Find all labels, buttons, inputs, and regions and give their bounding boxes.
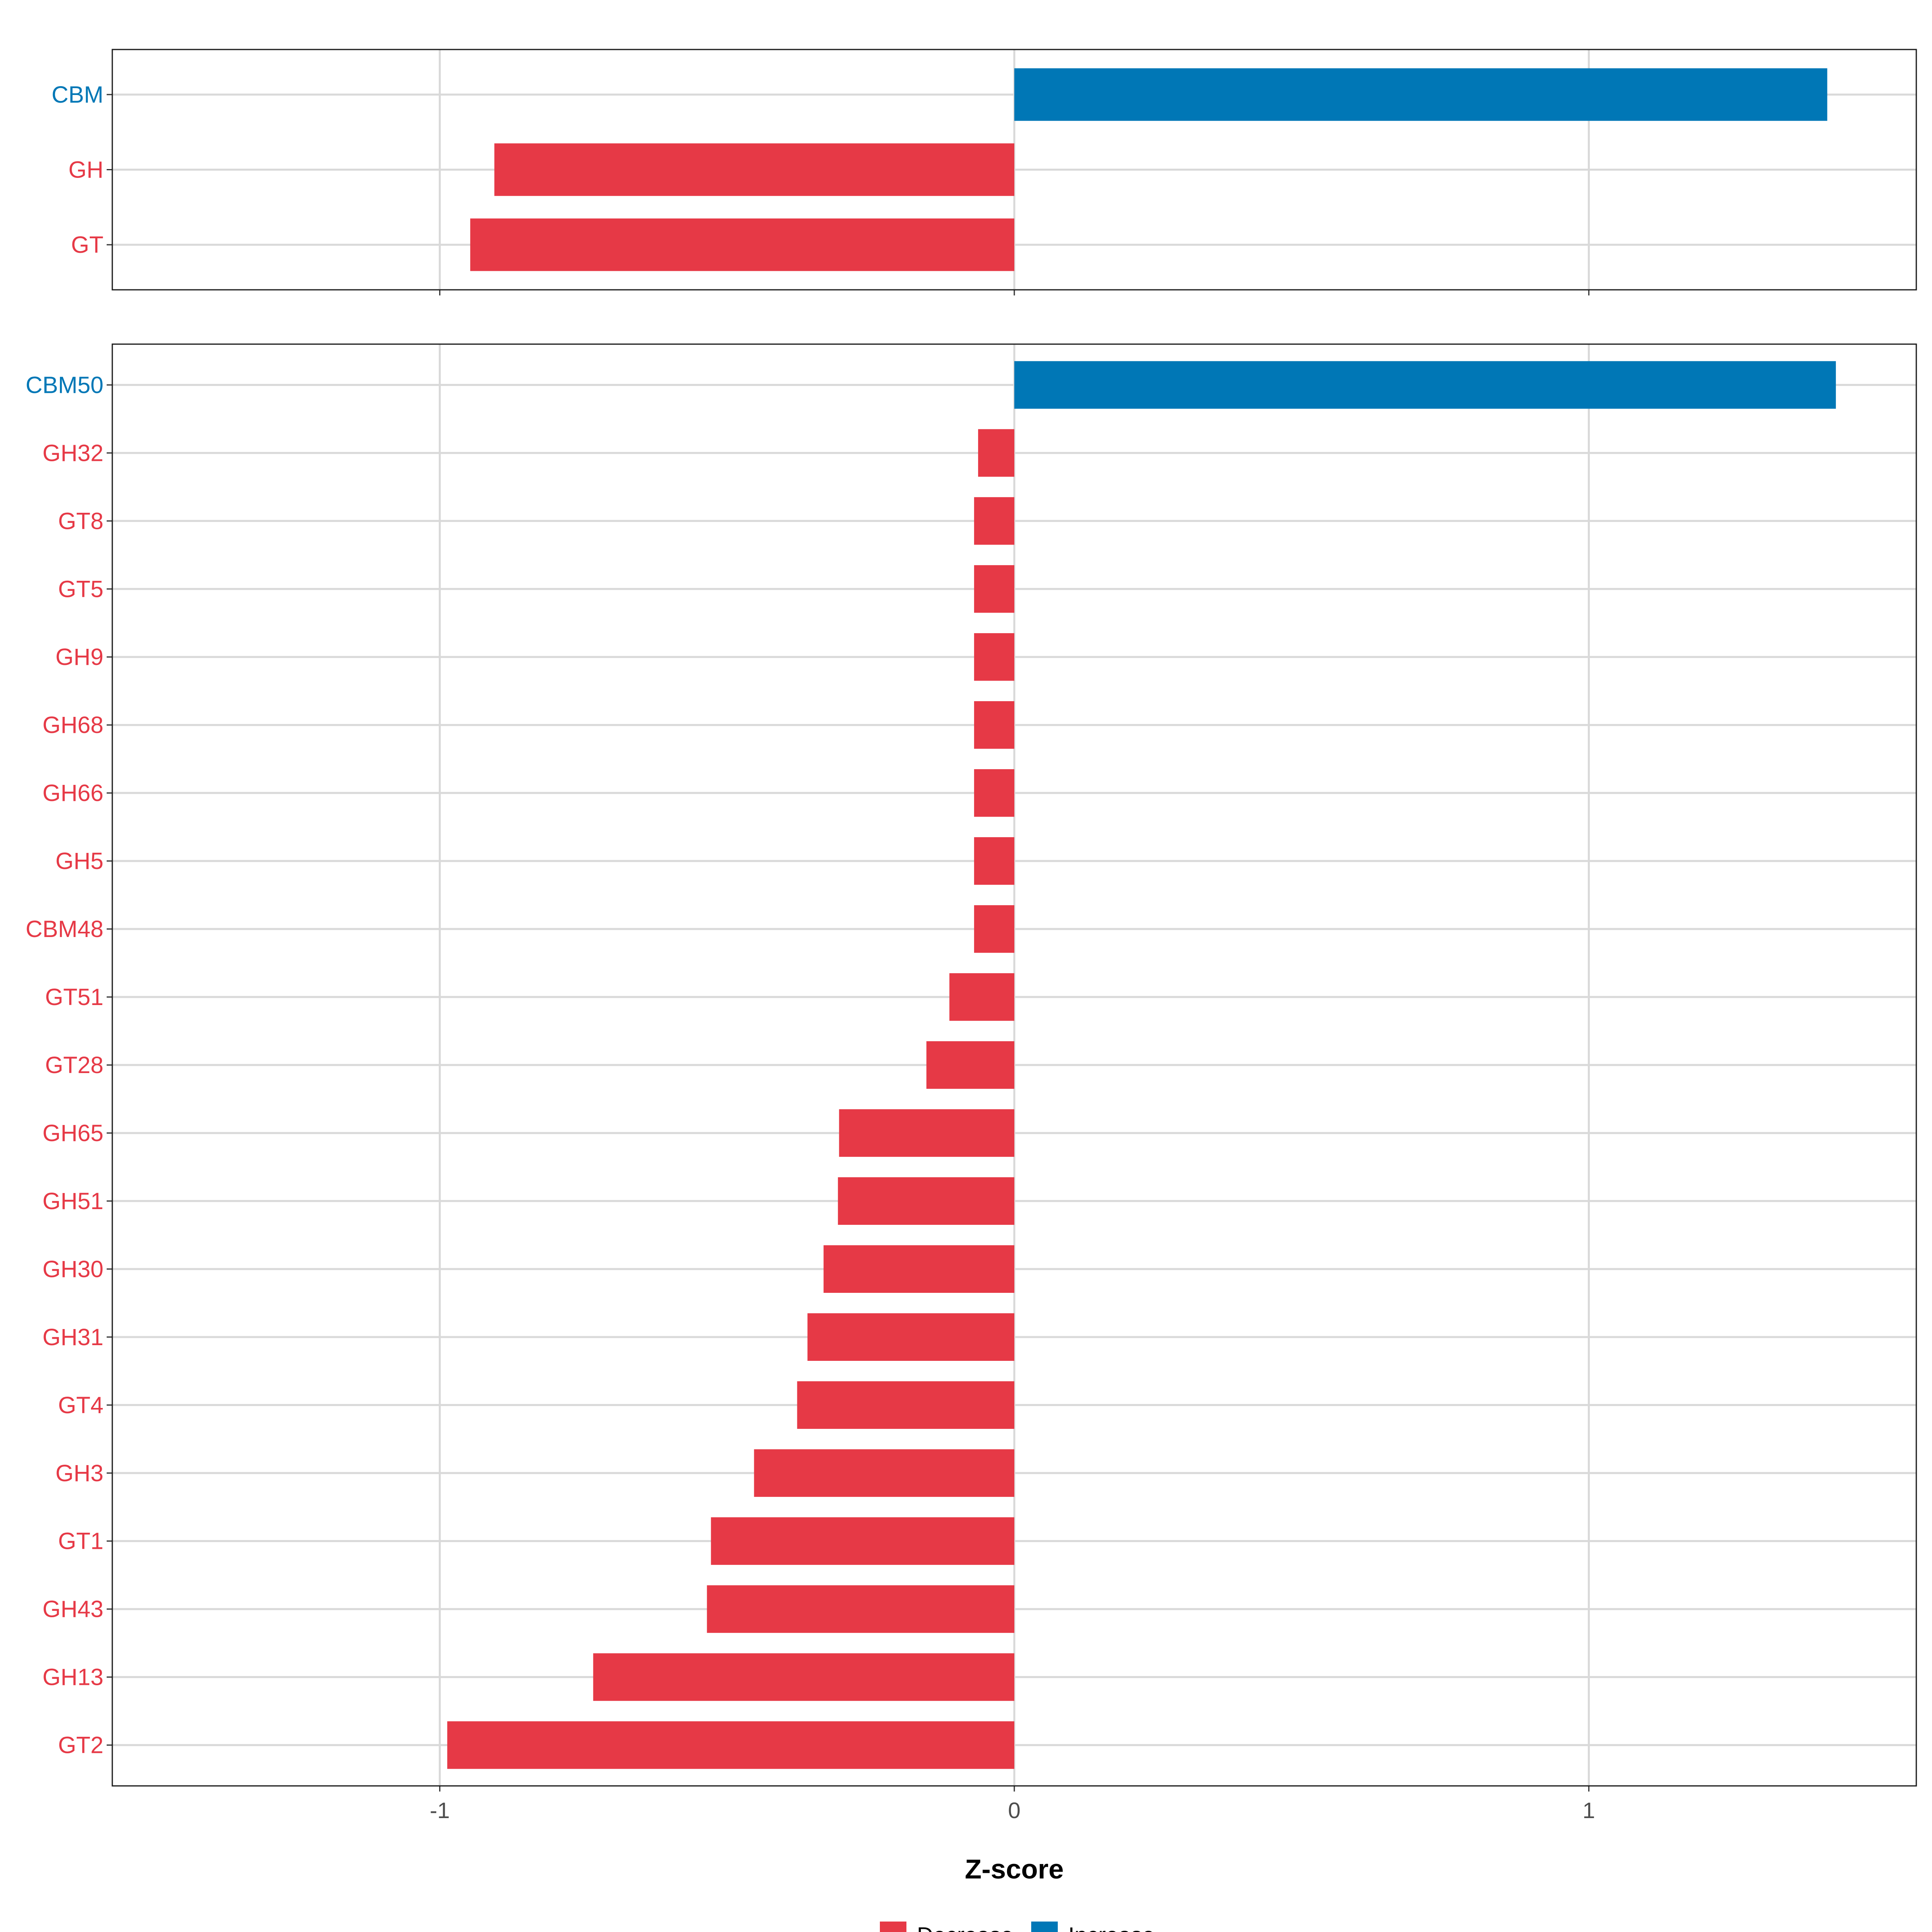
category-label-GH9: GH9 <box>56 644 103 670</box>
bar-GT2 <box>447 1721 1014 1769</box>
bar-CBM48 <box>974 905 1014 953</box>
bar-GT <box>470 218 1014 271</box>
category-label-GT28: GT28 <box>45 1052 103 1078</box>
category-label-GH66: GH66 <box>42 780 103 806</box>
bar-GT28 <box>926 1041 1014 1089</box>
category-label-GH43: GH43 <box>42 1596 103 1622</box>
category-label-CBM50: CBM50 <box>26 372 103 398</box>
bar-CBM <box>1014 68 1827 121</box>
category-label-GH5: GH5 <box>56 848 103 874</box>
category-label-GT51: GT51 <box>45 984 103 1010</box>
bar-GH13 <box>593 1653 1014 1701</box>
bar-GH9 <box>974 633 1014 681</box>
bar-GT1 <box>711 1517 1014 1565</box>
category-label-GH3: GH3 <box>56 1460 103 1486</box>
legend: Decrease Increase <box>880 1922 1155 1932</box>
category-label-GH32: GH32 <box>42 440 103 466</box>
bar-GH68 <box>974 701 1014 749</box>
bottom-panel: CBM50 GH32 GT8 GT5 GH9 GH68 GH66 GH5 CBM48 GT51 GT… <box>26 343 1917 1792</box>
bar-GH32 <box>978 429 1014 477</box>
bar-CBM50 <box>1014 361 1836 409</box>
bar-GH <box>494 143 1014 196</box>
bar-GT8 <box>974 497 1014 545</box>
category-label-CBM: CBM <box>52 82 103 108</box>
bar-GH66 <box>974 769 1014 817</box>
category-label-GT: GT <box>71 232 103 258</box>
category-label-GT8: GT8 <box>58 508 103 534</box>
legend-label-decrease: Decrease <box>917 1922 1013 1932</box>
bar-GH30 <box>824 1245 1014 1293</box>
bar-GT51 <box>949 973 1014 1021</box>
legend-swatch-decrease <box>880 1922 906 1932</box>
category-label-GH68: GH68 <box>42 712 103 738</box>
category-label-GH13: GH13 <box>42 1664 103 1690</box>
category-label-GH: GH <box>68 157 103 183</box>
legend-label-increase: Increase <box>1068 1922 1155 1932</box>
panel-border <box>111 49 1917 291</box>
bar-GH5 <box>974 837 1014 885</box>
bar-GT5 <box>974 565 1014 613</box>
bar-GH51 <box>838 1177 1014 1225</box>
category-label-GT1: GT1 <box>58 1528 103 1554</box>
category-label-GT5: GT5 <box>58 576 103 602</box>
bar-GH3 <box>754 1449 1014 1497</box>
category-label-CBM48: CBM48 <box>26 916 103 942</box>
x-axis: -1 0 1 <box>430 1798 1595 1823</box>
category-label-GH30: GH30 <box>42 1256 103 1282</box>
bar-GT4 <box>797 1381 1014 1429</box>
category-label-GH31: GH31 <box>42 1324 103 1350</box>
x-tick-label-0: 0 <box>1008 1798 1020 1823</box>
category-label-GT2: GT2 <box>58 1732 103 1759</box>
category-label-GH65: GH65 <box>42 1120 103 1146</box>
bar-GH65 <box>839 1109 1014 1157</box>
x-tick-label--1: -1 <box>430 1798 450 1823</box>
x-tick-label-1: 1 <box>1583 1798 1595 1823</box>
category-label-GT4: GT4 <box>58 1392 103 1418</box>
legend-swatch-increase <box>1031 1922 1058 1932</box>
bar-GH31 <box>807 1313 1014 1361</box>
top-panel: CBM GH GT <box>52 49 1917 295</box>
category-label-GH51: GH51 <box>42 1188 103 1214</box>
x-axis-title: Z-score <box>965 1854 1064 1885</box>
panel-border <box>111 343 1917 1787</box>
bar-GH43 <box>707 1585 1014 1633</box>
